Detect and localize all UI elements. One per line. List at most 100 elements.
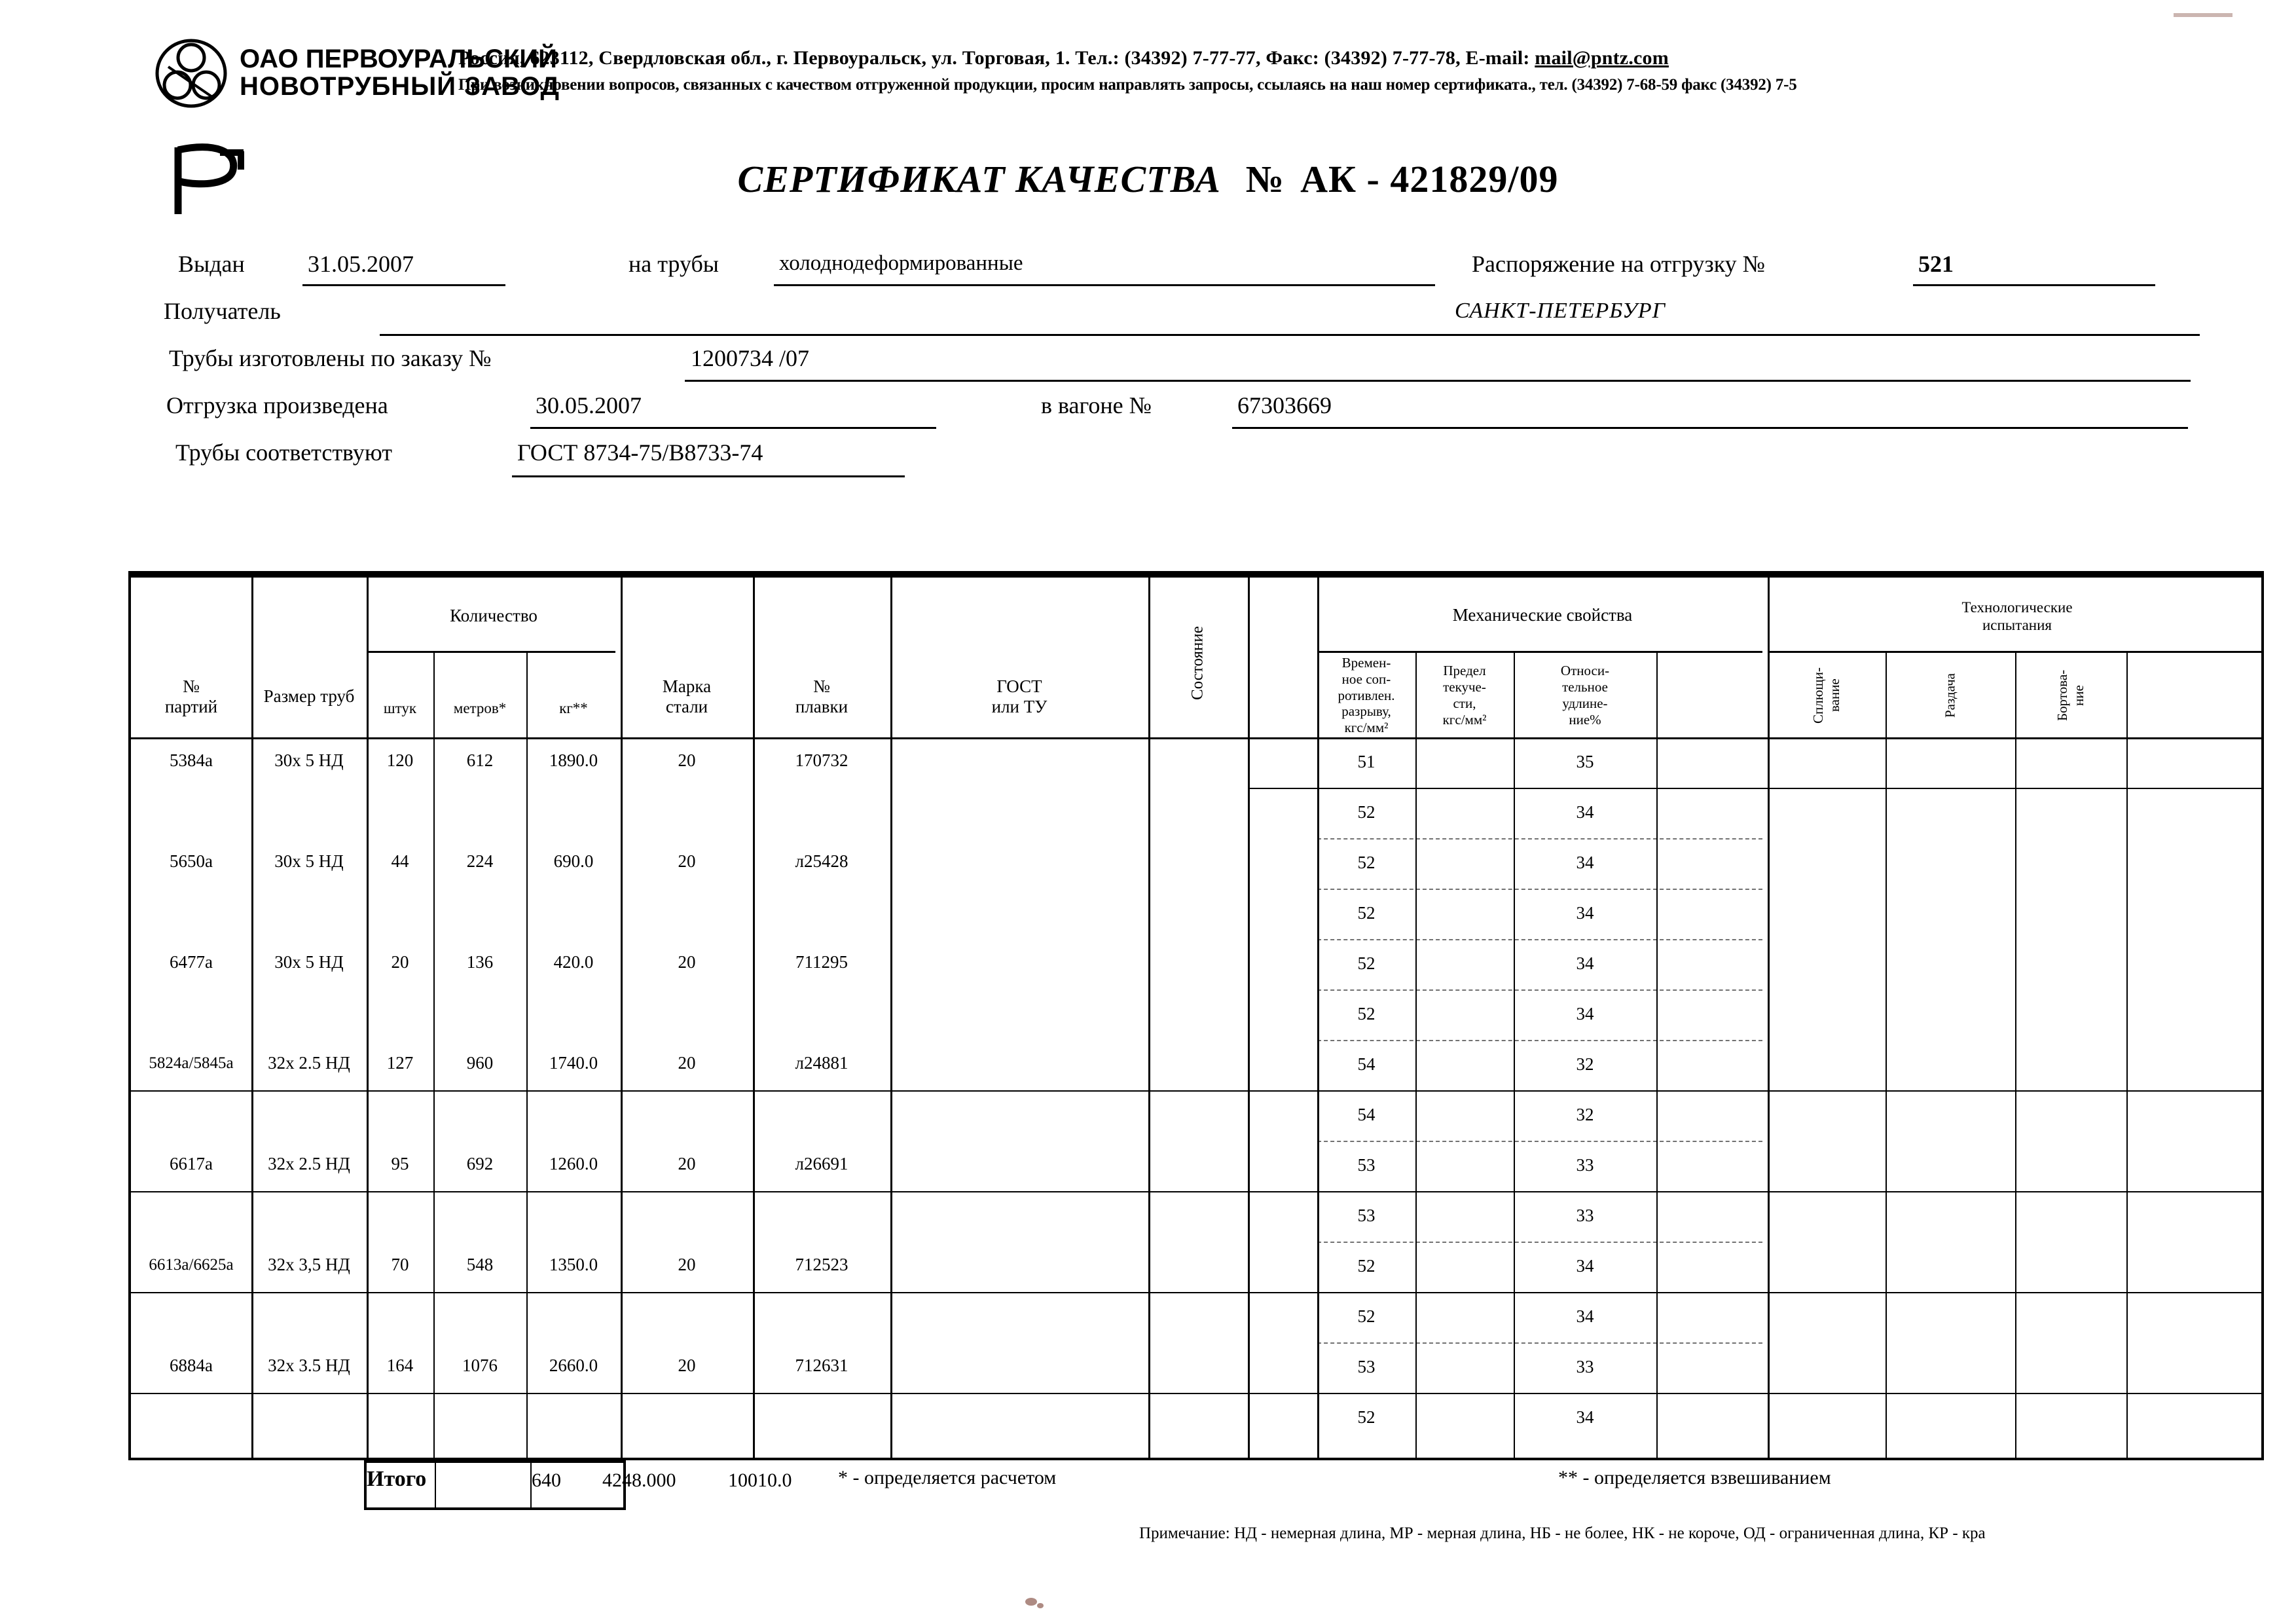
form-row-order: Трубы изготовлены по заказу № 1200734 /0… bbox=[0, 344, 2296, 392]
cell-pipe-size: 32х 3.5 НД bbox=[268, 1356, 350, 1376]
cell-grade: 20 bbox=[678, 1255, 696, 1275]
company-logo: ОАО ПЕРВОУРАЛЬСКИЙ НОВОТРУБНЫЙ ЗАВОД bbox=[152, 38, 560, 109]
cell-pipe-size: 32х 2.5 НД bbox=[268, 1154, 350, 1174]
conformance-label: Трубы соответствуют bbox=[175, 439, 392, 466]
footnote-star-two: ** - определяется взвешиванием bbox=[1558, 1467, 1831, 1488]
cell-meters: 692 bbox=[466, 1154, 494, 1174]
cell-elongation: 34 bbox=[1576, 1306, 1594, 1327]
issued-value[interactable]: 31.05.2007 bbox=[308, 251, 414, 277]
cell-elongation: 34 bbox=[1576, 802, 1594, 822]
pipes-value[interactable]: холоднодеформированные bbox=[779, 251, 1023, 275]
cell-tensile: 52 bbox=[1357, 903, 1376, 923]
cell-tensile: 54 bbox=[1357, 1105, 1376, 1125]
form-row-recipient: Получатель САНКТ-ПЕТЕРБУРГ bbox=[0, 297, 2296, 344]
cell-pieces: 120 bbox=[386, 750, 414, 771]
cell-grade: 20 bbox=[678, 1053, 696, 1073]
form-row-shipment: Отгрузка произведена 30.05.2007 в вагоне… bbox=[0, 392, 2296, 439]
footnote-note: Примечание: НД - немерная длина, МР - ме… bbox=[1139, 1524, 1986, 1542]
shipment-value[interactable]: 30.05.2007 bbox=[536, 392, 642, 418]
totals-pieces: 640 bbox=[532, 1469, 561, 1491]
cell-lot-no: 6477а bbox=[170, 952, 213, 972]
wagon-value[interactable]: 67303669 bbox=[1237, 392, 1332, 418]
cell-kg: 1890.0 bbox=[549, 750, 598, 771]
col-header-mech-props: Механические свойства bbox=[1452, 605, 1633, 625]
cell-meters: 612 bbox=[466, 750, 494, 771]
form-row-issued: Выдан 31.05.2007 на трубы холоднодеформи… bbox=[0, 250, 2296, 297]
cell-elongation: 33 bbox=[1576, 1357, 1594, 1377]
totals-box bbox=[364, 1460, 626, 1510]
col-header-condition: Состояние bbox=[1188, 626, 1207, 701]
cell-pipe-size: 30х 5 НД bbox=[274, 851, 344, 872]
footnote-star-one: * - определяется расчетом bbox=[838, 1467, 1057, 1488]
cell-meters: 136 bbox=[466, 952, 494, 972]
order-label: Трубы изготовлены по заказу № bbox=[169, 345, 492, 371]
certificate-table: № партий Размер труб Количество штук мет… bbox=[128, 575, 2264, 1460]
cell-tensile: 52 bbox=[1357, 953, 1376, 974]
cell-tensile: 52 bbox=[1357, 1306, 1376, 1327]
cell-pieces: 70 bbox=[391, 1255, 409, 1275]
cell-heat-no: л26691 bbox=[795, 1154, 848, 1174]
table-top-rule bbox=[128, 571, 2264, 576]
cell-tensile: 54 bbox=[1357, 1054, 1376, 1075]
order-value[interactable]: 1200734 /07 bbox=[691, 345, 810, 371]
col-header-flanging: Бортова- ние bbox=[2054, 669, 2086, 722]
col-header-flattening: Сплющи- вание bbox=[1810, 667, 1842, 724]
cell-meters: 548 bbox=[466, 1255, 494, 1275]
wagon-label: в вагоне № bbox=[1041, 392, 1152, 418]
company-name-line1: ОАО ПЕРВОУРАЛЬСКИЙ bbox=[240, 45, 557, 74]
cell-meters: 1076 bbox=[462, 1356, 498, 1376]
cell-grade: 20 bbox=[678, 952, 696, 972]
scan-speck bbox=[2174, 13, 2232, 17]
conformance-value[interactable]: ГОСТ 8734-75/В8733-74 bbox=[517, 439, 763, 466]
col-header-qty-kg: кг** bbox=[559, 700, 588, 717]
issued-label: Выдан bbox=[178, 251, 245, 277]
cell-pipe-size: 32х 3,5 НД bbox=[268, 1255, 350, 1275]
cell-pieces: 164 bbox=[386, 1356, 414, 1376]
recipient-value[interactable]: САНКТ-ПЕТЕРБУРГ bbox=[1455, 299, 1666, 323]
cell-elongation: 34 bbox=[1576, 903, 1594, 923]
pipes-label: на трубы bbox=[629, 251, 719, 277]
cell-tensile: 52 bbox=[1357, 1407, 1376, 1428]
cell-lot-no: 5824а/5845а bbox=[149, 1054, 234, 1072]
cell-kg: 1260.0 bbox=[549, 1154, 598, 1174]
cell-elongation: 34 bbox=[1576, 1004, 1594, 1024]
cell-elongation: 33 bbox=[1576, 1155, 1594, 1175]
form-fields: Выдан 31.05.2007 на трубы холоднодеформи… bbox=[0, 250, 2296, 486]
totals-kg: 10010.0 bbox=[728, 1469, 792, 1491]
cell-grade: 20 bbox=[678, 1154, 696, 1174]
cell-elongation: 34 bbox=[1576, 1256, 1594, 1276]
cell-heat-no: 712631 bbox=[795, 1356, 848, 1376]
col-header-tensile: Времен- ное соп- ротивлен. разрыву, кгс/… bbox=[1338, 655, 1395, 736]
cell-heat-no: л25428 bbox=[795, 851, 848, 872]
recipient-label: Получатель bbox=[164, 298, 281, 324]
company-address: Россия, 623112, Свердловская обл., г. Пе… bbox=[458, 47, 1530, 69]
cell-meters: 224 bbox=[466, 851, 494, 872]
cell-tensile: 53 bbox=[1357, 1206, 1376, 1226]
cell-pieces: 44 bbox=[391, 851, 409, 872]
document-title: СЕРТИФИКАТ КАЧЕСТВА № АК - 421829/09 bbox=[0, 157, 2296, 201]
cell-elongation: 34 bbox=[1576, 853, 1594, 873]
cell-tensile: 53 bbox=[1357, 1155, 1376, 1175]
cell-kg: 1740.0 bbox=[549, 1053, 598, 1073]
col-header-qty-pieces: штук bbox=[383, 700, 417, 717]
cell-meters: 960 bbox=[466, 1053, 494, 1073]
cell-lot-no: 5650а bbox=[170, 851, 213, 872]
cell-pipe-size: 30х 5 НД bbox=[274, 952, 344, 972]
cell-kg: 690.0 bbox=[553, 851, 594, 872]
cell-heat-no: 711295 bbox=[795, 952, 848, 972]
pntz-logo-icon bbox=[155, 39, 227, 108]
certificate-number: АК - 421829/09 bbox=[1300, 158, 1559, 200]
col-header-steel-grade: Марка стали bbox=[662, 676, 712, 716]
company-email-link[interactable]: mail@pntz.com bbox=[1535, 47, 1669, 69]
col-header-expansion: Раздача bbox=[1942, 673, 1958, 718]
cell-tensile: 52 bbox=[1357, 853, 1376, 873]
shipping-order-value[interactable]: 521 bbox=[1918, 251, 1954, 277]
company-name-line2: НОВОТРУБНЫЙ ЗАВОД bbox=[240, 72, 560, 101]
col-header-pipe-size: Размер труб bbox=[263, 686, 355, 707]
cell-grade: 20 bbox=[678, 750, 696, 771]
cell-kg: 2660.0 bbox=[549, 1356, 598, 1376]
col-header-tech-tests: Технологические испытания bbox=[1961, 599, 2073, 633]
cell-tensile: 52 bbox=[1357, 802, 1376, 822]
cell-heat-no: 170732 bbox=[795, 750, 848, 771]
